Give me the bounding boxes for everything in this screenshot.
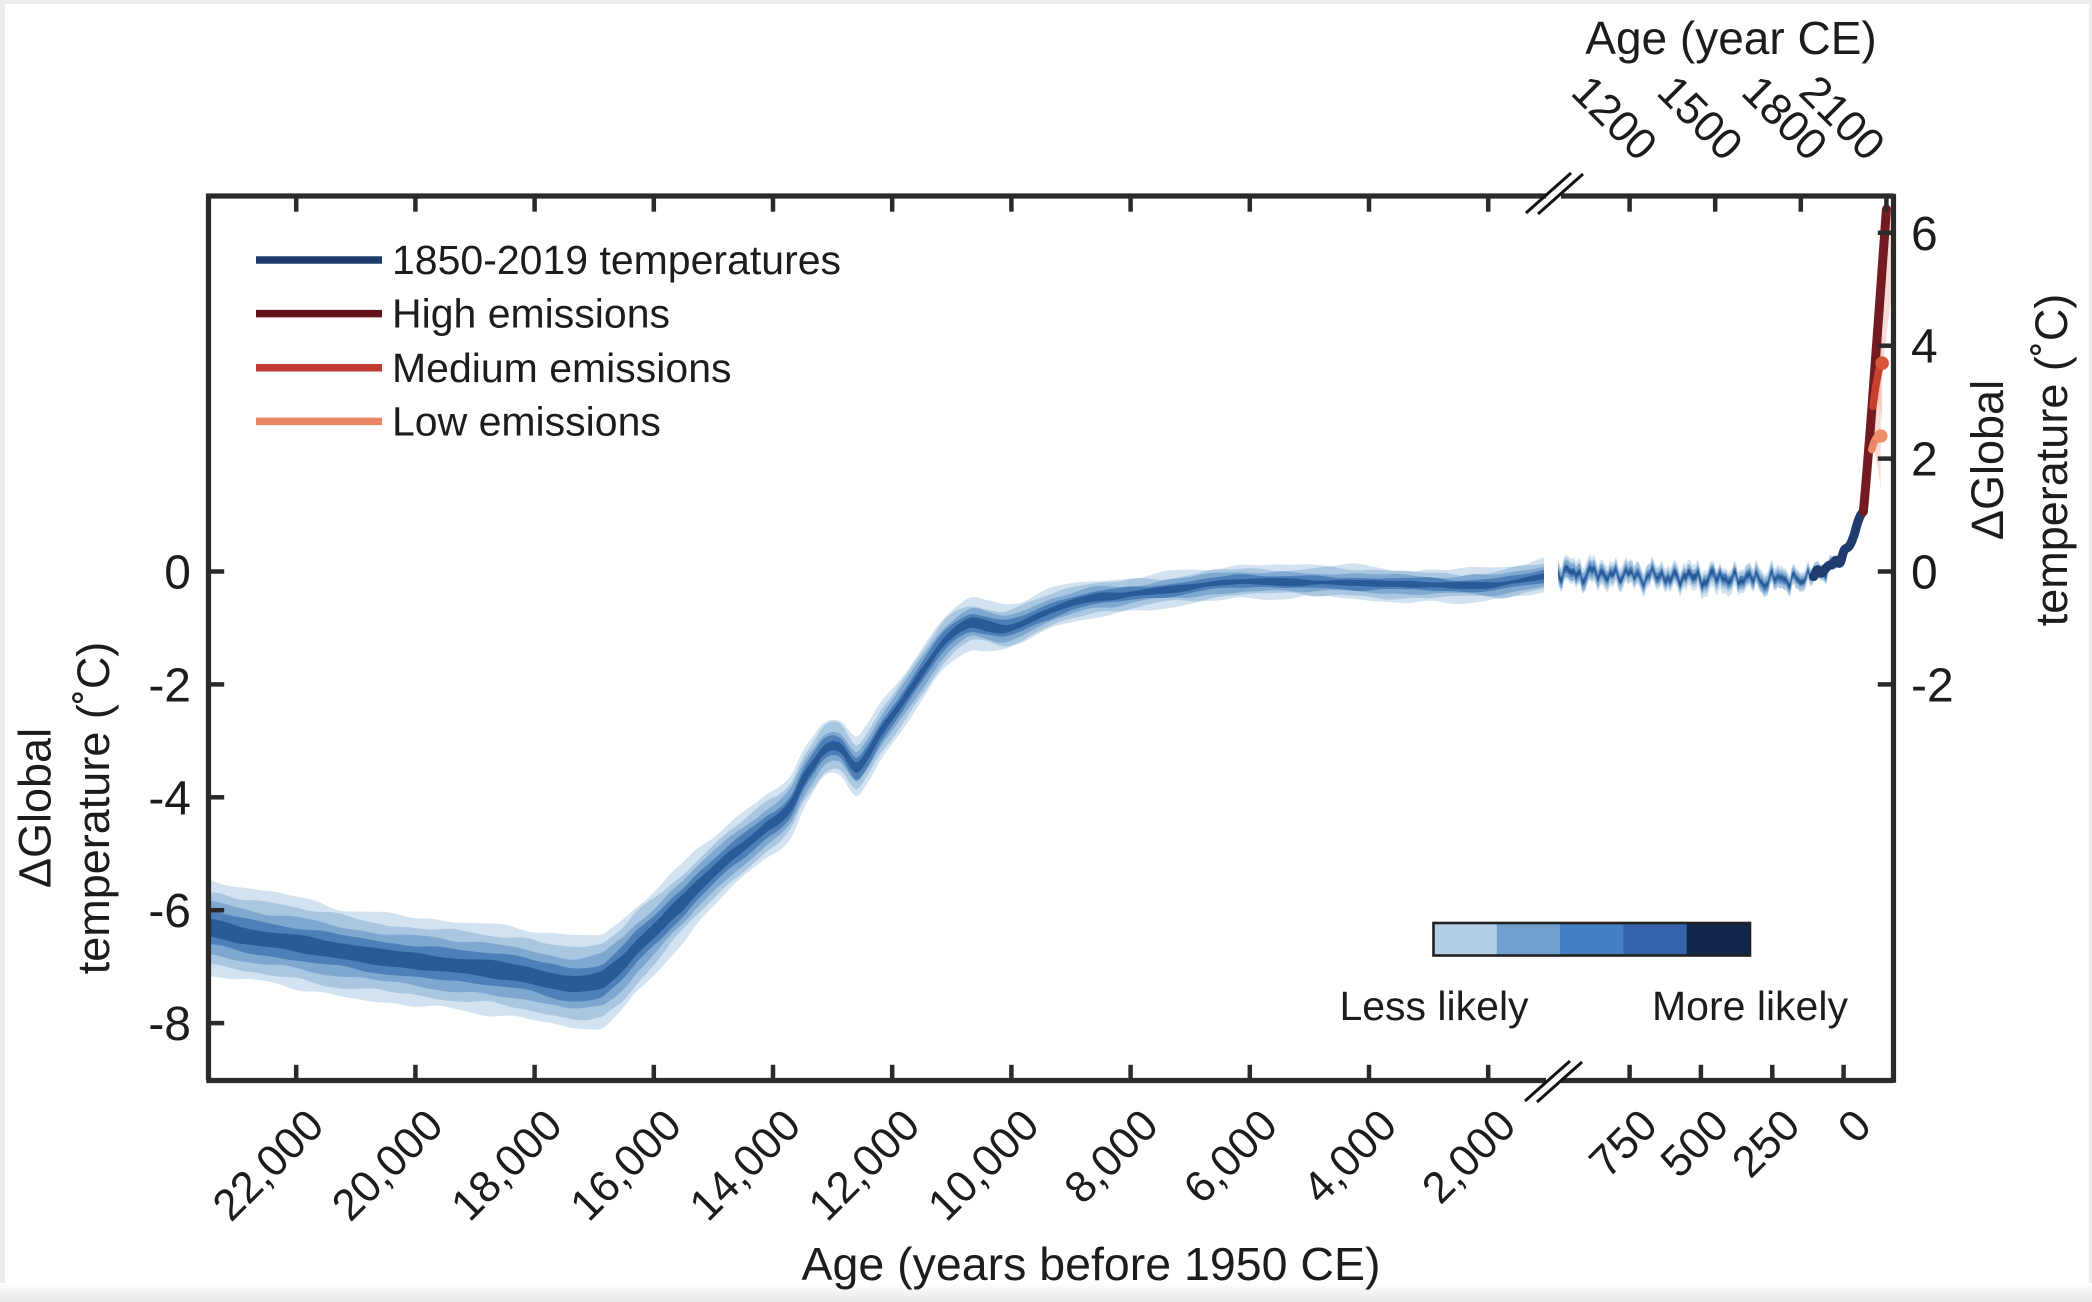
svg-text:Less likely: Less likely [1339,983,1529,1029]
svg-text:2: 2 [1911,434,1938,487]
svg-text:temperature (˚C): temperature (˚C) [2026,294,2077,627]
svg-text:ΔGlobal: ΔGlobal [10,728,61,888]
svg-text:-6: -6 [148,885,191,938]
svg-text:4: 4 [1911,321,1938,374]
svg-text:-2: -2 [1911,659,1954,712]
svg-text:-4: -4 [148,772,191,825]
svg-text:-2: -2 [148,659,191,712]
svg-text:6: 6 [1911,208,1938,261]
svg-text:Medium emissions: Medium emissions [392,345,732,391]
svg-text:1850-2019 temperatures: 1850-2019 temperatures [392,237,841,283]
svg-text:Low emissions: Low emissions [392,398,661,444]
svg-text:0: 0 [164,547,191,600]
svg-text:temperature (˚C): temperature (˚C) [68,642,119,975]
svg-text:0: 0 [1911,547,1938,600]
svg-text:More likely: More likely [1652,983,1848,1029]
svg-text:High emissions: High emissions [392,291,670,337]
svg-text:Age (year CE): Age (year CE) [1585,12,1876,64]
svg-text:-8: -8 [148,998,191,1051]
svg-text:ΔGlobal: ΔGlobal [1962,380,2013,540]
svg-text:Age (years before 1950 CE): Age (years before 1950 CE) [802,1238,1381,1290]
